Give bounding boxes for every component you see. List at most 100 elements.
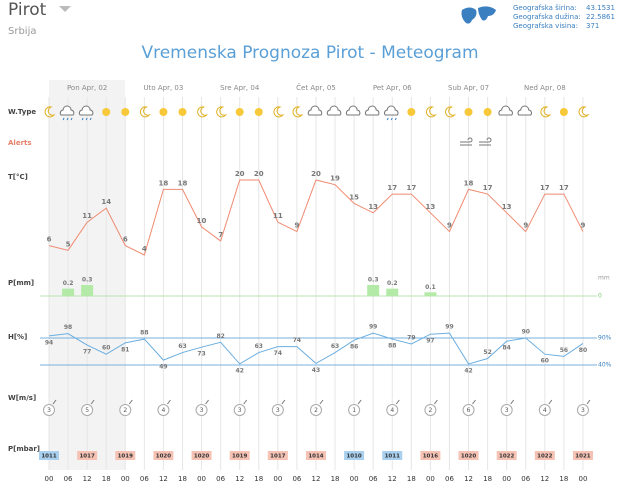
humidity-label: 79 (407, 334, 415, 341)
hour-label: 12 (159, 475, 168, 483)
wind-circle (195, 404, 208, 416)
pressure-label: 1011 (41, 454, 56, 460)
moon-icon (44, 106, 56, 118)
hour-label: 00 (578, 475, 587, 483)
title: Vremenska Prognoza Pirot - Meteogram (141, 43, 478, 63)
pressure-label: 1011 (385, 454, 400, 460)
moon-icon (139, 106, 151, 118)
cloud-icon (326, 105, 342, 116)
wind-circle (462, 404, 475, 416)
hour-label: 00 (273, 475, 282, 483)
pressure-label: 1019 (232, 454, 247, 460)
cloud-icon (78, 105, 94, 116)
pressure-label: 1020 (156, 454, 171, 460)
pressure-label: 1017 (270, 454, 285, 460)
wind-label: 2 (314, 407, 318, 414)
precip-unit: mm (598, 275, 610, 282)
day-label: Ned Apr, 08 (524, 84, 566, 92)
humidity-label: 94 (45, 339, 53, 346)
geo-label: Geografska visina: (513, 22, 578, 30)
temperature-label: 20 (235, 170, 245, 178)
wind-arrow (472, 399, 476, 405)
temperature-label: 14 (101, 198, 111, 206)
day-label: Uto Apr, 03 (143, 84, 183, 92)
humidity-label: 81 (121, 346, 129, 353)
wind-arrow (510, 399, 515, 405)
humidity-label: 60 (541, 358, 549, 365)
humidity-label: 88 (388, 343, 396, 350)
row-label: Alerts (8, 139, 32, 147)
humidity-label: 42 (464, 367, 472, 374)
humidity-label: 84 (503, 345, 511, 352)
pressure-label: 1022 (499, 454, 514, 460)
temperature-label: 20 (311, 170, 321, 178)
hour-label: 00 (45, 475, 54, 483)
moon-icon (425, 106, 437, 118)
row-label: W.Type (8, 108, 36, 116)
row-label: P[mbar] (8, 445, 40, 453)
temperature-label: 13 (426, 203, 436, 211)
hour-label: 06 (64, 475, 73, 483)
wind-circle (424, 404, 437, 416)
hour-label: 18 (102, 475, 111, 483)
wind-arrow (395, 399, 400, 405)
wind-arrow (90, 399, 95, 405)
dropdown-arrow[interactable] (59, 6, 71, 12)
humidity-label: 63 (178, 343, 186, 350)
temperature-label: 6 (47, 236, 52, 244)
hour-label: 12 (464, 475, 473, 483)
hour-label: 18 (254, 475, 263, 483)
wind-icon (479, 137, 492, 146)
geo-value: 371 (586, 22, 599, 30)
humidity-label: 73 (197, 351, 205, 358)
temperature-label: 17 (387, 184, 397, 192)
temperature-label: 4 (142, 245, 147, 253)
temperature-label: 5 (66, 240, 71, 248)
sun-icon (464, 108, 473, 116)
pressure-label: 1014 (308, 454, 323, 460)
humidity-label: 77 (83, 349, 91, 356)
temperature-label: 18 (159, 179, 169, 187)
humidity-label: 99 (369, 324, 377, 331)
hour-label: 18 (178, 475, 187, 483)
sun-icon (407, 108, 416, 116)
humidity-label: 63 (331, 343, 339, 350)
hour-label: 12 (235, 475, 244, 483)
rain-icon (62, 117, 73, 121)
temperature-label: 18 (178, 179, 188, 187)
wind-label: 2 (428, 407, 432, 414)
pressure-box (39, 451, 59, 460)
sun-icon (559, 108, 568, 116)
pressure-label: 1020 (194, 454, 209, 460)
hour-label: 18 (559, 475, 568, 483)
wind-label: 3 (238, 407, 242, 414)
wind-arrow (128, 399, 133, 405)
pressure-box (496, 451, 517, 460)
hour-label: 06 (140, 475, 149, 483)
moon-icon (540, 106, 552, 118)
pressure-label: 1010 (346, 454, 361, 460)
temperature-label: 9 (581, 222, 586, 230)
wind-arrow (548, 399, 553, 405)
temperature-line (48, 179, 584, 256)
pressure-box (534, 451, 555, 460)
wind-circle (157, 404, 170, 416)
temperature-label: 7 (218, 231, 223, 239)
wind-circle (576, 404, 589, 416)
pressure-box (458, 451, 479, 460)
temperature-label: 13 (502, 203, 512, 211)
sun-icon (483, 108, 492, 116)
hour-label: 18 (483, 475, 492, 483)
humidity-label: 97 (426, 338, 434, 345)
pressure-box (305, 451, 326, 460)
wind-label: 4 (162, 407, 166, 414)
pressure-label: 1016 (423, 454, 438, 460)
hour-label: 00 (197, 475, 206, 483)
wind-arrow (52, 399, 57, 405)
wind-label: 3 (200, 407, 204, 414)
pressure-box (267, 451, 288, 460)
wind-circle (119, 404, 132, 416)
humidity-label: 49 (159, 364, 167, 371)
country: Srbija (8, 26, 37, 37)
sun-icon (235, 108, 244, 116)
